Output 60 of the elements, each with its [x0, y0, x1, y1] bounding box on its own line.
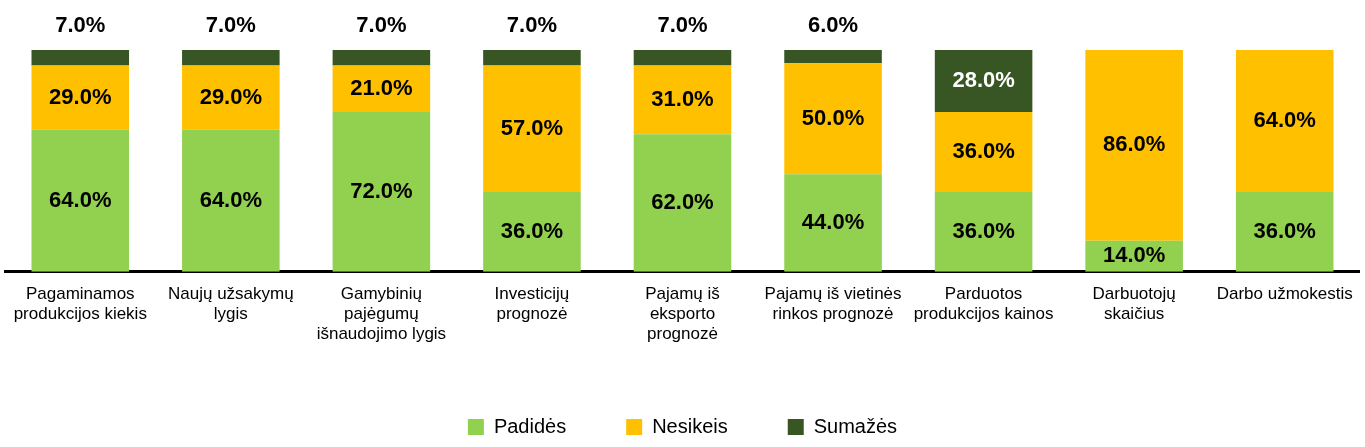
bar	[633, 65, 732, 135]
x-tick-label: Darbuotojų skaičius	[1092, 283, 1176, 324]
bar	[1235, 50, 1334, 192]
bar	[934, 191, 1033, 272]
bar	[784, 63, 882, 175]
x-tick-label: Gamybinių pajėgumų išnaudojimo lygis	[316, 283, 447, 344]
data-label: 7.0%	[356, 12, 407, 38]
data-label: 7.0%	[657, 12, 708, 38]
data-label: 36.0%	[952, 138, 1015, 164]
data-label: 50.0%	[801, 104, 865, 130]
x-tick-label: Investicijų prognozė	[494, 283, 570, 324]
data-label: 86.0%	[1102, 131, 1166, 157]
x-tick-label: Darbo užmokestis	[1216, 283, 1353, 303]
data-label: 31.0%	[651, 85, 714, 111]
data-label: 44.0%	[801, 209, 865, 235]
data-label: 57.0%	[500, 114, 564, 140]
legend-label: Sumažės	[813, 414, 898, 437]
bar	[934, 50, 1033, 113]
bar	[483, 50, 581, 66]
data-label: 36.0%	[1253, 217, 1316, 243]
data-label: 21.0%	[350, 74, 413, 100]
bar	[784, 50, 882, 64]
data-label: 14.0%	[1102, 242, 1166, 268]
bar	[1235, 191, 1334, 272]
bar	[1085, 50, 1183, 241]
data-label: 6.0%	[807, 12, 859, 38]
bar	[633, 134, 732, 272]
legend-label: Nesikeis	[652, 414, 728, 437]
data-label: 62.0%	[651, 189, 714, 215]
x-tick-label: Pajamų iš vietinės rinkos prognozė	[764, 283, 902, 324]
data-label: 29.0%	[199, 83, 263, 109]
x-tick-label: Pagaminamos produkcijos kiekis	[13, 283, 147, 324]
data-label: 7.0%	[205, 12, 256, 38]
data-label: 7.0%	[55, 12, 106, 38]
x-tick-label: Parduotos produkcijos kainos	[913, 283, 1054, 324]
data-label: 64.0%	[49, 186, 112, 212]
data-label: 36.0%	[952, 217, 1015, 243]
bar	[182, 129, 280, 272]
bar	[31, 50, 130, 66]
bar	[31, 129, 130, 272]
data-label: 28.0%	[952, 67, 1015, 93]
data-label: 7.0%	[506, 12, 558, 38]
data-label: 64.0%	[199, 186, 263, 212]
bar	[182, 65, 280, 130]
bar	[31, 65, 130, 130]
legend-label: Padidės	[493, 414, 567, 437]
bar	[483, 65, 581, 192]
bar	[182, 50, 280, 66]
x-tick-label: Naujų užsakymų lygis	[167, 283, 294, 324]
bar	[483, 191, 581, 272]
bar	[633, 50, 732, 66]
bar	[784, 174, 882, 272]
bar	[332, 50, 431, 66]
x-tick-label: Pajamų iš eksporto prognozė	[645, 283, 720, 344]
data-label: 64.0%	[1253, 107, 1316, 133]
data-label: 29.0%	[49, 83, 112, 109]
data-label: 72.0%	[350, 178, 413, 204]
bar	[332, 112, 431, 272]
data-label: 36.0%	[500, 217, 564, 243]
bar	[934, 112, 1033, 192]
